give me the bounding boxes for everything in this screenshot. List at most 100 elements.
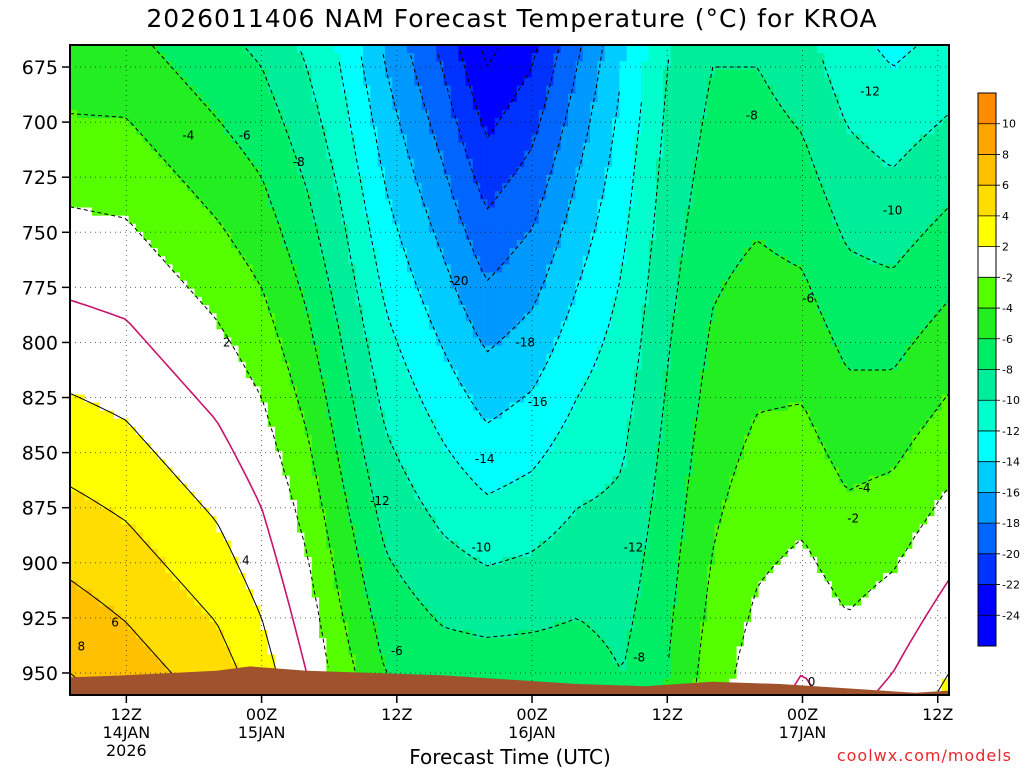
field-cell <box>135 435 144 444</box>
field-cell <box>450 256 459 265</box>
field-cell <box>341 491 349 501</box>
field-cell <box>201 240 210 249</box>
field-cell <box>480 418 489 428</box>
field-cell <box>502 638 511 647</box>
field-cell <box>106 175 115 184</box>
field-cell <box>70 459 78 469</box>
field-cell <box>480 613 489 623</box>
field-cell <box>458 508 467 517</box>
field-cell <box>370 305 379 314</box>
field-cell <box>333 426 342 436</box>
field-cell <box>355 264 364 274</box>
field-cell <box>355 329 364 339</box>
field-cell <box>472 556 481 566</box>
field-cell <box>421 443 430 452</box>
field-cell <box>487 516 496 525</box>
field-cell <box>99 491 108 501</box>
field-cell <box>428 199 437 209</box>
field-cell <box>472 589 481 599</box>
field-cell <box>275 361 284 371</box>
field-cell <box>428 500 437 509</box>
field-cell <box>172 126 181 135</box>
field-cell <box>179 207 188 217</box>
field-cell <box>436 386 445 395</box>
field-cell <box>428 126 437 135</box>
field-cell <box>384 581 393 590</box>
field-cell <box>91 61 100 70</box>
field-cell <box>297 630 305 639</box>
field-cell <box>458 581 467 590</box>
field-cell <box>172 540 181 550</box>
field-cell <box>216 589 225 599</box>
field-cell <box>150 175 159 184</box>
field-cell <box>267 451 276 460</box>
field-cell <box>157 451 166 460</box>
field-cell <box>77 418 86 428</box>
field-cell <box>275 288 284 298</box>
field-cell <box>201 53 210 62</box>
field-cell <box>355 548 364 558</box>
field-cell <box>223 516 232 525</box>
field-cell <box>165 435 174 444</box>
field-cell <box>157 175 166 184</box>
field-cell <box>494 191 503 200</box>
field-cell <box>472 69 481 79</box>
field-cell <box>209 272 218 282</box>
field-cell <box>326 158 335 168</box>
field-cell <box>333 386 342 395</box>
field-cell <box>509 646 518 655</box>
field-cell <box>194 288 203 298</box>
field-cell <box>428 662 437 672</box>
field-cell <box>384 353 393 363</box>
field-cell <box>319 248 327 257</box>
field-cell <box>275 305 284 314</box>
field-cell <box>113 61 122 70</box>
field-cell <box>363 540 371 550</box>
field-cell <box>179 85 188 95</box>
field-cell <box>128 500 137 509</box>
field-cell <box>465 402 474 412</box>
field-cell <box>238 166 247 176</box>
field-cell <box>209 231 218 241</box>
field-cell <box>348 45 357 54</box>
field-cell <box>443 459 452 469</box>
field-cell <box>436 370 445 379</box>
field-cell <box>377 53 386 62</box>
field-cell <box>377 248 386 257</box>
field-cell <box>370 207 379 217</box>
field-cell <box>450 613 459 623</box>
field-cell <box>443 621 452 631</box>
field-cell <box>502 215 511 225</box>
field-cell <box>231 467 240 477</box>
field-cell <box>304 491 313 501</box>
field-cell <box>465 110 474 119</box>
field-cell <box>77 451 86 460</box>
field-cell <box>384 223 393 233</box>
field-cell <box>436 418 445 428</box>
field-cell <box>333 435 342 444</box>
field-cell <box>392 467 401 477</box>
field-cell <box>194 491 203 501</box>
field-cell <box>443 248 452 257</box>
field-cell <box>143 573 152 582</box>
field-cell <box>392 313 401 322</box>
field-cell <box>113 410 122 420</box>
field-cell <box>480 630 489 639</box>
field-cell <box>157 548 166 558</box>
field-cell <box>406 69 415 79</box>
field-cell <box>480 215 489 225</box>
field-cell <box>450 110 459 119</box>
field-cell <box>384 199 393 209</box>
field-cell <box>414 581 423 590</box>
field-cell <box>370 630 379 639</box>
field-cell <box>282 378 291 387</box>
field-cell <box>267 516 276 525</box>
field-cell <box>377 158 386 168</box>
field-cell <box>406 288 415 298</box>
field-cell <box>91 280 100 290</box>
field-cell <box>341 158 349 168</box>
field-cell <box>428 426 437 436</box>
field-cell <box>363 69 371 79</box>
field-cell <box>150 183 159 192</box>
field-cell <box>84 467 93 477</box>
